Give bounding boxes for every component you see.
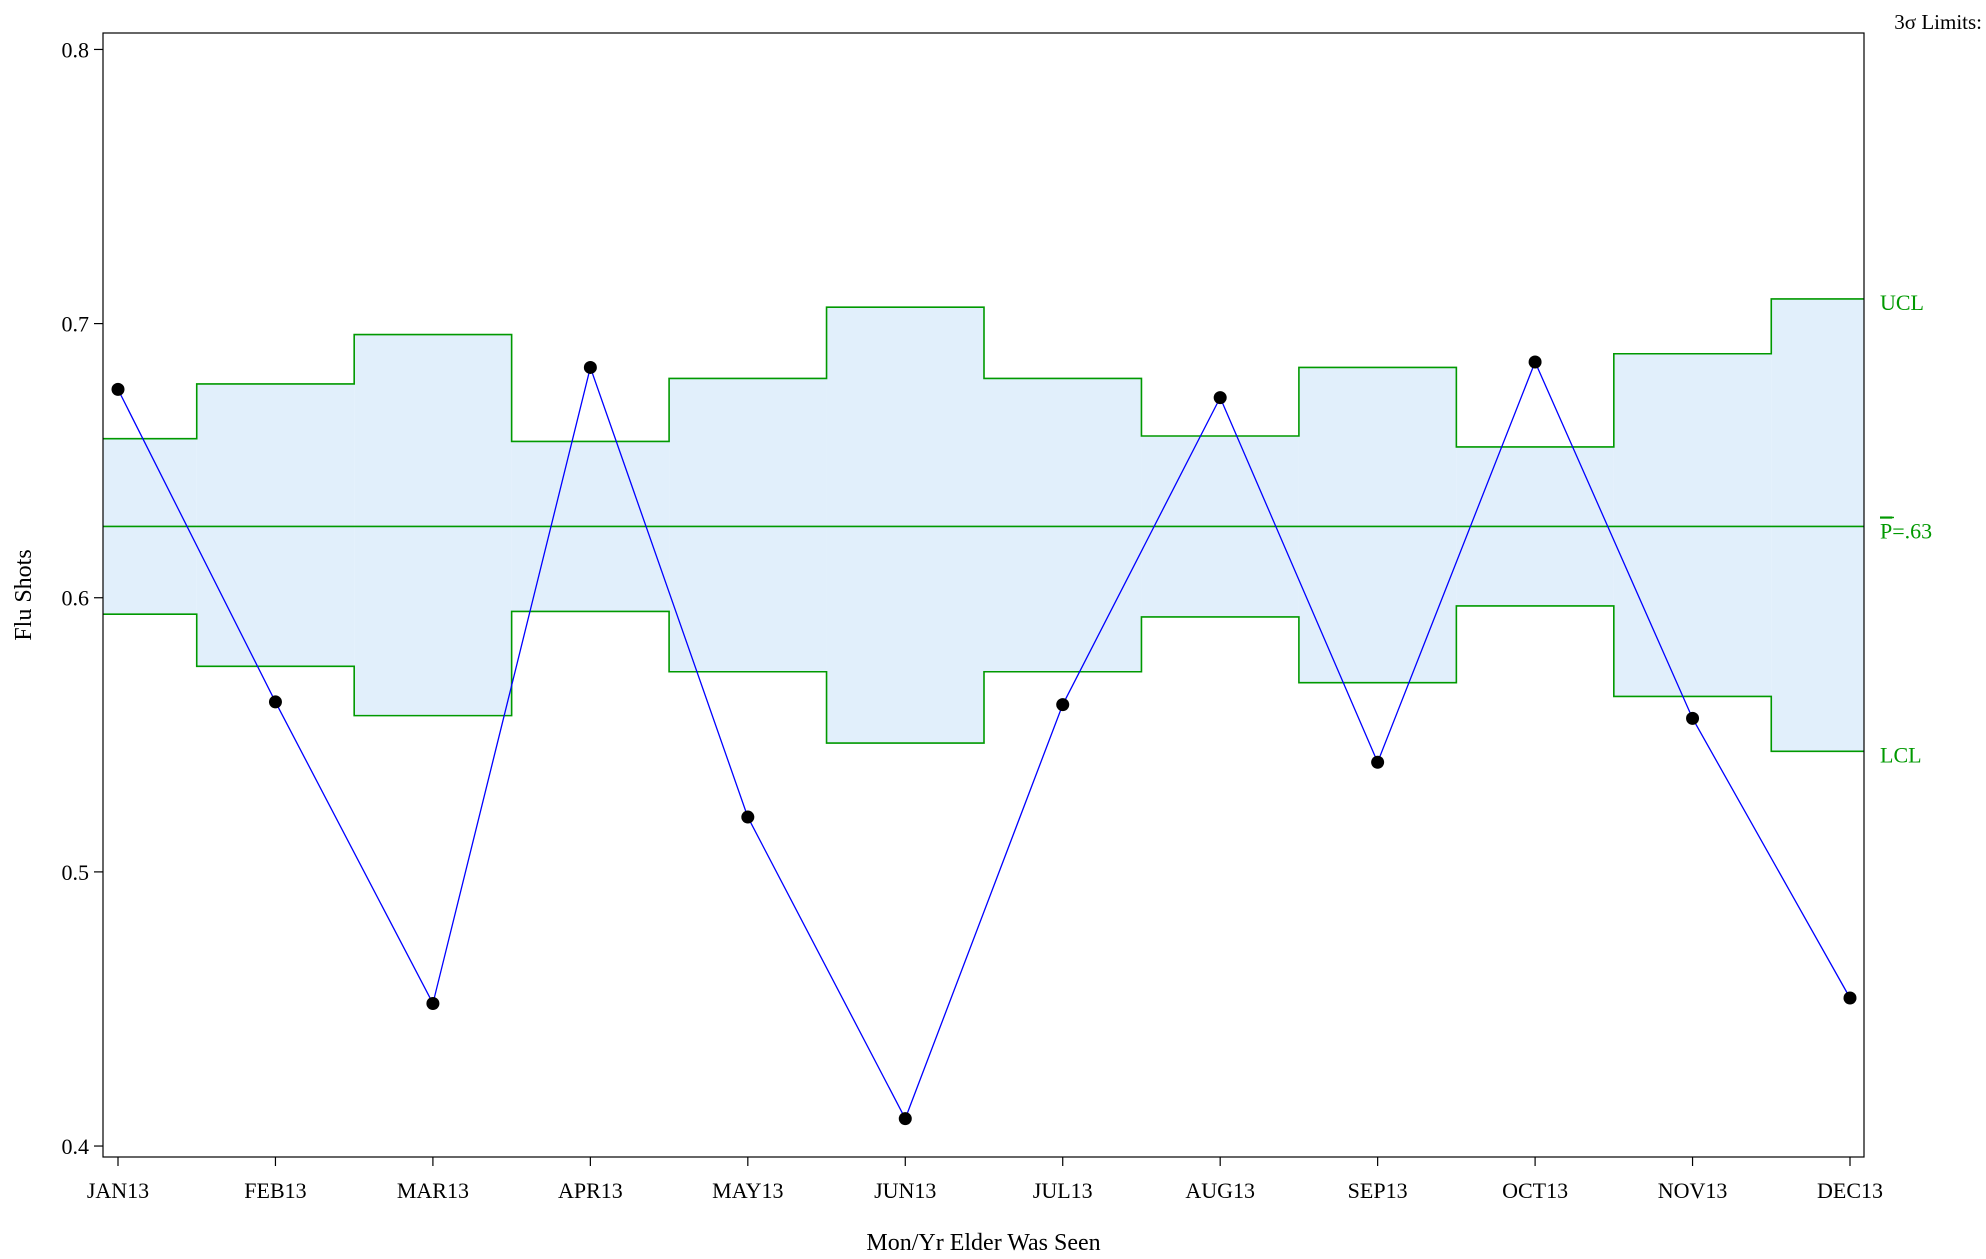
data-point xyxy=(898,1112,912,1126)
y-axis: 0.4 0.5 0.6 0.7 0.8 xyxy=(62,37,103,1159)
y-tick-label: 0.8 xyxy=(62,37,90,62)
series-line xyxy=(117,360,1851,1121)
x-tick-label: MAY13 xyxy=(712,1178,783,1203)
y-tick-label: 0.6 xyxy=(62,586,90,611)
limit-band-segment xyxy=(826,307,984,744)
limits-header: 3σ Limits: xyxy=(1894,10,1982,34)
x-tick-label: MAR13 xyxy=(397,1178,469,1203)
limit-band-segment xyxy=(354,334,512,716)
x-tick-label: JUN13 xyxy=(874,1178,936,1203)
control-limit-band xyxy=(103,298,1864,752)
lcl-line xyxy=(103,605,1864,753)
ucl-label: UCL xyxy=(1880,290,1924,315)
data-point xyxy=(1371,755,1385,769)
data-point xyxy=(583,360,597,374)
x-axis-label: Mon/Yr Elder Was Seen xyxy=(866,1230,1100,1254)
x-tick-label: OCT13 xyxy=(1502,1178,1568,1203)
y-axis-label: Flu Shots xyxy=(11,549,37,640)
limit-band-segment xyxy=(1613,353,1772,697)
center-line-label: P=.63 xyxy=(1880,518,1932,543)
limit-band-segment xyxy=(1771,298,1864,752)
y-tick-label: 0.5 xyxy=(62,860,90,885)
x-tick-label: SEP13 xyxy=(1348,1178,1408,1203)
x-tick-label: NOV13 xyxy=(1658,1178,1728,1203)
ucl-line xyxy=(103,298,1864,448)
plot-frame xyxy=(102,32,1865,1158)
data-point xyxy=(741,810,755,824)
y-tick-label: 0.7 xyxy=(62,312,90,337)
data-point xyxy=(1686,711,1700,725)
x-tick-label: AUG13 xyxy=(1185,1178,1255,1203)
data-point xyxy=(1528,355,1542,369)
limit-band-segment xyxy=(669,378,827,672)
limit-labels: UCL LCL P=.63 xyxy=(1880,290,1932,767)
lcl-label: LCL xyxy=(1880,742,1922,767)
limit-band-segment xyxy=(196,383,355,667)
x-axis: JAN13 FEB13 MAR13 APR13 MAY13 JUN13 JUL13 AUG13… xyxy=(87,1157,1883,1203)
y-tick-label: 0.4 xyxy=(62,1134,90,1159)
x-tick-label: DEC13 xyxy=(1817,1178,1883,1203)
x-tick-label: JUL13 xyxy=(1033,1178,1093,1203)
data-point xyxy=(1056,698,1070,712)
control-limit-lines xyxy=(103,298,1864,753)
data-point xyxy=(1843,991,1857,1005)
data-point xyxy=(1213,391,1227,405)
data-point xyxy=(111,382,125,396)
limit-band-segment xyxy=(984,378,1142,672)
x-tick-label: FEB13 xyxy=(244,1178,306,1203)
data-point xyxy=(268,695,282,709)
x-tick-label: JAN13 xyxy=(87,1178,149,1203)
x-tick-label: APR13 xyxy=(558,1178,623,1203)
data-series xyxy=(111,355,1857,1126)
data-point xyxy=(426,996,440,1010)
